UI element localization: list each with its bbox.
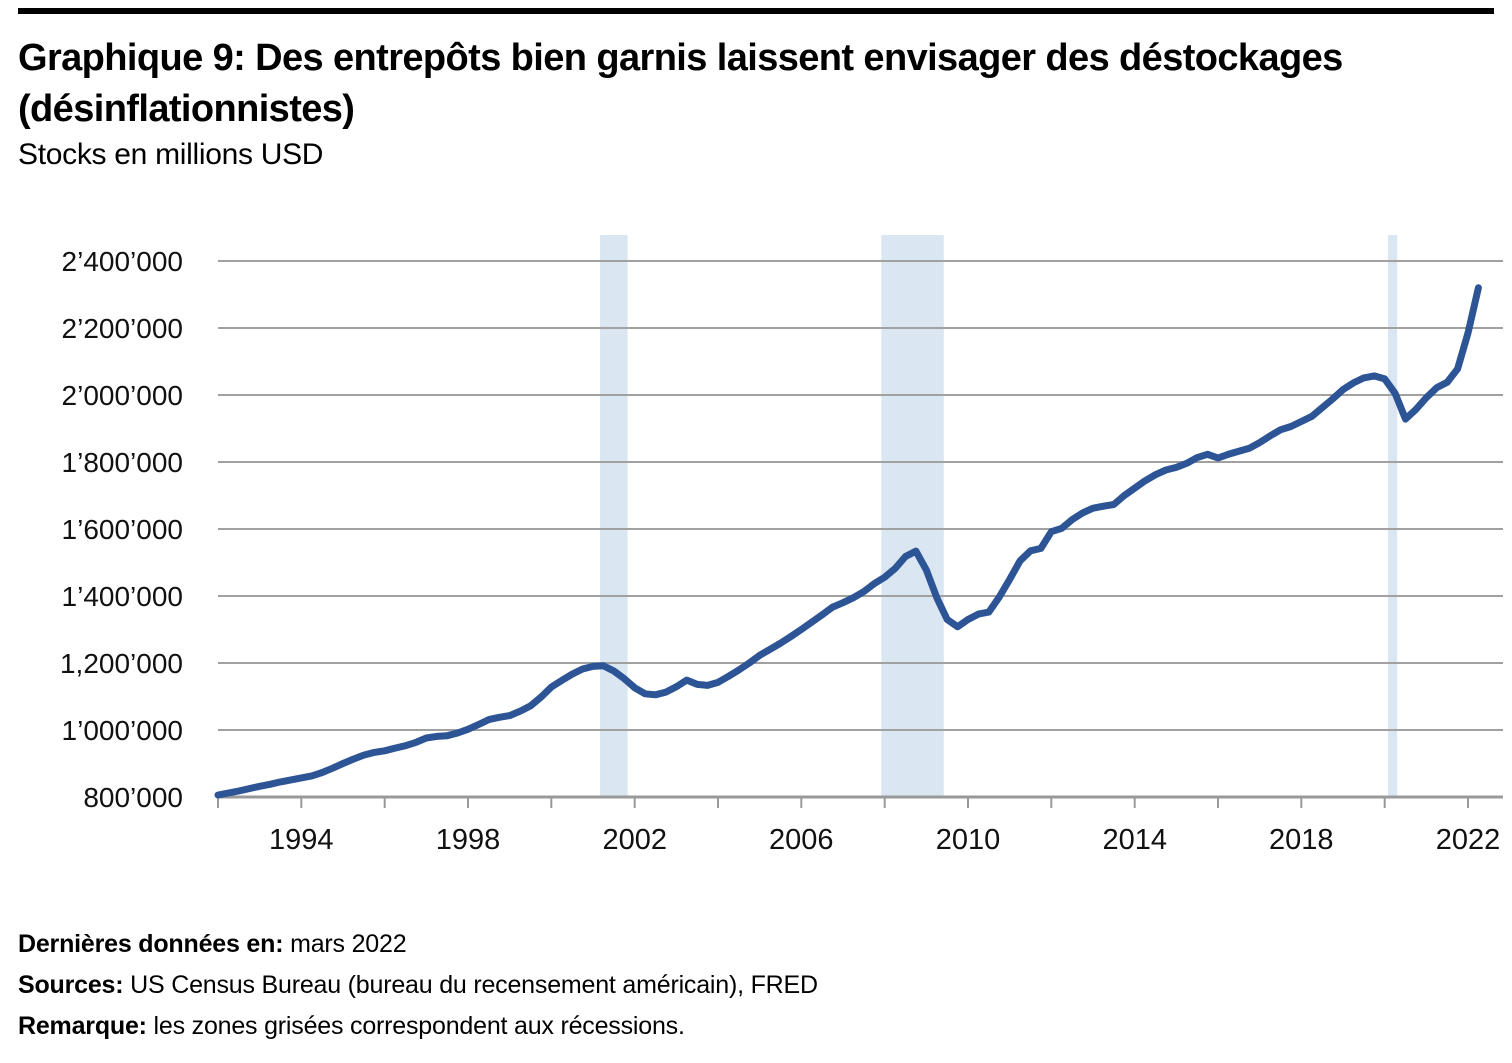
x-axis-tick-label: 2006 [769, 824, 834, 856]
x-axis-tick-label: 2022 [1436, 824, 1501, 856]
y-axis-tick-label: 2’200’000 [62, 313, 183, 344]
footer-note: Remarque: les zones grisées corresponden… [18, 1006, 1418, 1047]
y-axis-tick-label: 1’000’000 [62, 715, 183, 746]
recession-band [600, 235, 628, 797]
x-axis-tick-label: 2014 [1102, 824, 1167, 856]
x-axis-tick-label: 2002 [602, 824, 667, 856]
top-rule [18, 8, 1494, 14]
footer-last-data: Dernières données en: mars 2022 [18, 924, 1418, 965]
chart-title-line1: Graphique 9: Des entrepôts bien garnis l… [18, 37, 1343, 79]
x-axis-tick-label: 1994 [269, 824, 334, 856]
chart-footer: Dernières données en: mars 2022 Sources:… [18, 924, 1418, 1047]
footer-sources-label: Sources: [18, 971, 124, 999]
y-axis-tick-label: 1’800’000 [62, 447, 183, 478]
y-axis-tick-label: 1’600’000 [62, 514, 183, 545]
chart-title-line2: (désinflationnistes) [18, 88, 355, 130]
x-axis-tick-label: 2010 [936, 824, 1001, 856]
x-axis-tick-label: 2018 [1269, 824, 1334, 856]
footer-last-data-value: mars 2022 [283, 930, 407, 958]
data-line-stocks [214, 284, 1482, 799]
footer-last-data-label: Dernières données en: [18, 930, 284, 958]
y-axis-tick-label: 1’400’000 [62, 581, 183, 612]
y-axis-tick-label: 800’000 [83, 782, 183, 813]
y-axis-tick-label: 1,200’000 [60, 648, 183, 679]
y-axis-tick-label: 2’400’000 [62, 246, 183, 277]
x-axis-tick-label: 1998 [436, 824, 501, 856]
footer-note-value: les zones grisées correspondent aux réce… [146, 1012, 685, 1040]
recession-band [1388, 235, 1398, 797]
footer-sources-value: US Census Bureau (bureau du recensement … [123, 971, 818, 999]
y-axis-tick-label: 2’000’000 [62, 380, 183, 411]
footer-note-label: Remarque: [18, 1012, 147, 1040]
page-title: Graphique 9: Des entrepôts bien garnis l… [18, 33, 1488, 135]
recession-band [881, 235, 944, 797]
chart-subtitle: Stocks en millions USD [18, 138, 324, 171]
footer-sources: Sources: US Census Bureau (bureau du rec… [18, 965, 1418, 1006]
